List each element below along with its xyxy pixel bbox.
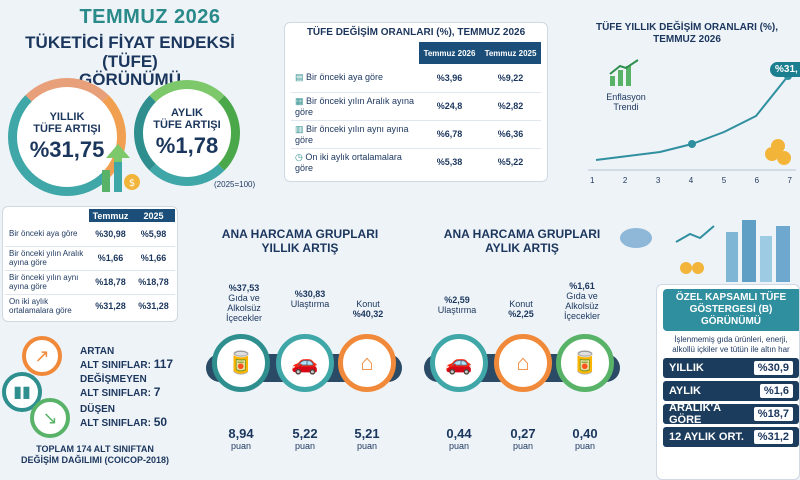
steady-icon: ▮▮	[2, 372, 42, 412]
annual-groups-title: ANA HARCAMA GRUPLARI YILLIK ARTIŞ	[221, 227, 379, 255]
x-tick: 1	[590, 176, 595, 185]
special-row: 12 AYLIK ORT. %31,2	[663, 427, 799, 448]
group-label: %37,53 Gıda ve Alkolsüz İçecekler	[225, 283, 262, 323]
x-tick: 2	[622, 176, 628, 185]
x-tick: 5	[721, 176, 727, 185]
table-row: Bir önceki aya göre %30,98 %5,98	[5, 222, 175, 246]
annual-cpi-ring: YILLIK TÜFE ARTIŞI %31,75	[8, 78, 126, 196]
table-row: ▤ Bir önceki aya göre %3,96 %9,22	[291, 64, 541, 92]
monthly-groups-title: ANA HARCAMA GRUPLARI AYLIK ARTIŞ	[443, 227, 601, 255]
food-icon: 🥫	[556, 334, 614, 392]
base-year-note: (2025=100)	[214, 180, 256, 189]
group-label: %1,61 Gıda ve Alkolsüz İçecekler	[563, 281, 600, 321]
table-row: ◷ On iki aylık ortalamalara göre %5,38 %…	[295, 151, 524, 173]
x-tick: 6	[754, 176, 760, 185]
falling-icon: ↘	[30, 398, 70, 438]
left-stats-table: Temmuz 2025 Bir önceki aya göre %30,98 %…	[2, 206, 178, 322]
clock-icon: ◷	[295, 151, 306, 162]
special-cpi-panel: ÖZEL KAPSAMLI TÜFE GÖSTERGESİ (B) GÖRÜNÜ…	[656, 284, 800, 480]
x-tick: 3	[655, 176, 661, 185]
special-row: YILLIK %30,9	[663, 358, 799, 379]
table-row: ▥ Bir önceki yılın aynı ayına göre %6,78…	[291, 120, 541, 148]
city-skyline-icon	[620, 220, 790, 282]
special-title: ÖZEL KAPSAMLI TÜFE GÖSTERGESİ (B) GÖRÜNÜ…	[663, 289, 799, 331]
rising-icon: ↗	[22, 336, 62, 376]
group-points: 0,40 puan	[572, 426, 598, 451]
x-tick: 4	[688, 176, 694, 185]
house-icon: ⌂	[494, 334, 552, 392]
x-tick: 7	[787, 176, 792, 185]
special-row: AYLIK %1,6	[663, 381, 799, 402]
calendar-icon: ▦	[295, 95, 307, 106]
trend-x-axis: 1 2 3 4 5 6 7	[590, 176, 800, 185]
count-down: DÜŞEN ALT SINIFLAR: 50	[80, 404, 168, 429]
car-icon: 🚗	[430, 334, 488, 392]
special-note: İşlenmemiş gıda ürünleri, enerji, alkoll…	[672, 335, 790, 354]
trend-up-icon	[609, 59, 639, 86]
group-points: 5,22 puan	[292, 426, 318, 451]
trend-line-chart	[588, 72, 796, 171]
money-growth-icon: $	[102, 144, 140, 192]
changes-table-title: TÜFE DEĞİŞİM ORANLARI (%), TEMMUZ 2026	[306, 27, 526, 38]
car-icon: 🚗	[276, 334, 334, 392]
page-subtitle: TÜKETİCİ FİYAT ENDEKSİ (TÜFE) GÖRÜNÜMÜ	[25, 33, 235, 90]
chart-icon: ▥	[295, 123, 307, 134]
special-row: ARALIK'A GÖRE %18,7	[663, 402, 799, 426]
group-label: %2,59 Ulaştırma	[437, 295, 477, 315]
count-up: ARTAN ALT SINIFLAR: 117	[80, 346, 174, 371]
house-icon: ⌂	[338, 334, 396, 392]
table-row: On iki aylık ortalamalara göre %31,28 %3…	[9, 297, 169, 316]
group-points: 8,94 puan	[228, 426, 254, 451]
page-title: TEMMUZ 2026	[79, 6, 221, 28]
group-points: 5,21 puan	[354, 426, 380, 451]
table-row: Bir önceki yılın Aralık ayına göre %1,66…	[5, 246, 175, 270]
table-row: ▦ Bir önceki yılın Aralık ayına göre %24…	[291, 92, 541, 120]
monthly-cpi-ring: AYLIK TÜFE ARTIŞI %1,78	[134, 80, 240, 186]
group-label: Konut %40,32	[352, 299, 384, 319]
count-same: DEĞİŞMEYEN ALT SINIFLAR: 7	[80, 374, 161, 399]
group-label: Konut %2,25	[508, 299, 534, 319]
trend-title: TÜFE YILLIK DEĞİŞİM ORANLARI (%), TEMMUZ…	[595, 22, 779, 45]
trend-badge: %31,	[770, 62, 800, 77]
group-points: 0,27 puan	[510, 426, 536, 451]
trend-label: Enflasyon Trendi	[606, 92, 646, 112]
group-label: %30,83 Ulaştırma	[290, 289, 330, 309]
food-icon: 🥫	[212, 334, 270, 392]
svg-text:$: $	[129, 178, 135, 189]
table-row: Bir önceki yılın aynı ayına göre %18,78 …	[5, 270, 175, 294]
chart-icon: ▤	[295, 72, 307, 83]
group-points: 0,44 puan	[446, 426, 472, 451]
counts-footer: TOPLAM 174 ALT SINIFTAN DEĞİŞİM DAĞILIMI…	[20, 444, 170, 465]
cpi-changes-table: TÜFE DEĞİŞİM ORANLARI (%), TEMMUZ 2026 T…	[284, 22, 548, 182]
